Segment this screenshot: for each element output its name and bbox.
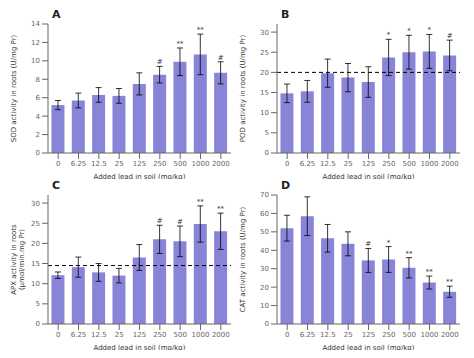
svg-text:6.25: 6.25 — [71, 160, 87, 168]
svg-text:12: 12 — [31, 39, 40, 47]
svg-text:30: 30 — [260, 265, 269, 273]
svg-text:APX activity in roots(μmol/min: APX activity in roots(μmol/min.mg Pr) — [10, 224, 26, 295]
svg-text:12.5: 12.5 — [91, 331, 107, 339]
svg-text:0: 0 — [265, 149, 269, 157]
svg-text:SOD activity in roots (U/mg Pr: SOD activity in roots (U/mg Pr) — [10, 34, 18, 142]
svg-text:Added lead in soil (mg/kg): Added lead in soil (mg/kg) — [94, 344, 186, 350]
svg-text:250: 250 — [153, 160, 166, 168]
svg-text:**: ** — [446, 278, 454, 286]
svg-text:25: 25 — [115, 331, 124, 339]
svg-text:POD activity in roots (U/mg Pr: POD activity in roots (U/mg Pr) — [239, 35, 247, 143]
svg-text:2: 2 — [36, 131, 40, 139]
svg-text:0: 0 — [36, 149, 40, 157]
svg-text:30: 30 — [260, 29, 269, 37]
svg-text:125: 125 — [133, 331, 146, 339]
svg-text:15: 15 — [260, 89, 269, 97]
svg-text:12.5: 12.5 — [320, 160, 336, 168]
svg-text:8: 8 — [36, 76, 40, 84]
svg-text:70: 70 — [260, 191, 269, 199]
svg-text:50: 50 — [260, 228, 269, 236]
svg-text:10: 10 — [31, 280, 40, 288]
svg-text:**: ** — [176, 40, 184, 48]
svg-text:20: 20 — [260, 284, 269, 292]
svg-text:#: # — [365, 240, 371, 248]
svg-text:#: # — [447, 32, 453, 40]
svg-text:0: 0 — [56, 160, 60, 168]
svg-text:2000: 2000 — [441, 160, 459, 168]
svg-text:25: 25 — [344, 160, 353, 168]
svg-text:0: 0 — [285, 331, 289, 339]
svg-text:250: 250 — [382, 160, 395, 168]
svg-text:*: * — [428, 26, 432, 34]
html-text:A: A — [52, 8, 61, 21]
svg-text:12.5: 12.5 — [91, 160, 107, 168]
svg-text:500: 500 — [173, 331, 186, 339]
svg-text:**: ** — [217, 205, 225, 213]
svg-text:0: 0 — [36, 320, 40, 328]
svg-text:125: 125 — [362, 160, 375, 168]
svg-text:500: 500 — [402, 331, 415, 339]
html-text:B: B — [281, 8, 290, 21]
svg-text:1000: 1000 — [192, 160, 210, 168]
html-text:C: C — [52, 179, 61, 192]
svg-text:0: 0 — [285, 160, 289, 168]
svg-text:Added lead in soil (mg/kg): Added lead in soil (mg/kg) — [323, 344, 415, 350]
svg-text:CAT activity in roots (U/mg Pr: CAT activity in roots (U/mg Pr) — [239, 206, 247, 312]
svg-text:14: 14 — [31, 20, 40, 28]
svg-text:1000: 1000 — [421, 331, 439, 339]
svg-text:1000: 1000 — [192, 331, 210, 339]
svg-text:#: # — [177, 218, 183, 226]
svg-text:4: 4 — [36, 113, 41, 121]
svg-text:25: 25 — [344, 331, 353, 339]
svg-text:15: 15 — [31, 260, 40, 268]
svg-text:#: # — [218, 54, 224, 62]
svg-text:250: 250 — [153, 331, 166, 339]
svg-text:25: 25 — [31, 220, 40, 228]
svg-text:12.5: 12.5 — [320, 331, 336, 339]
svg-text:10: 10 — [260, 109, 269, 117]
svg-text:500: 500 — [173, 160, 186, 168]
svg-text:2000: 2000 — [212, 160, 230, 168]
html-text:D: D — [281, 179, 291, 192]
svg-text:6.25: 6.25 — [300, 331, 316, 339]
svg-text:25: 25 — [115, 160, 124, 168]
svg-text:500: 500 — [402, 160, 415, 168]
svg-text:0: 0 — [56, 331, 60, 339]
svg-text:#: # — [157, 58, 163, 66]
svg-text:**: ** — [426, 268, 434, 276]
svg-text:**: ** — [197, 26, 205, 34]
svg-text:6.25: 6.25 — [300, 160, 316, 168]
svg-text:20: 20 — [260, 69, 269, 77]
svg-text:*: * — [387, 239, 391, 247]
svg-text:25: 25 — [260, 49, 269, 57]
svg-text:6: 6 — [36, 94, 41, 102]
svg-text:1000: 1000 — [421, 160, 439, 168]
svg-text:125: 125 — [133, 160, 146, 168]
svg-text:20: 20 — [31, 240, 40, 248]
svg-text:10: 10 — [31, 57, 40, 65]
svg-text:**: ** — [405, 250, 413, 258]
svg-text:#: # — [157, 217, 163, 225]
svg-text:0: 0 — [265, 320, 269, 328]
svg-text:Added lead in soil (mg/kg): Added lead in soil (mg/kg) — [94, 173, 186, 179]
svg-text:5: 5 — [265, 129, 269, 137]
svg-text:60: 60 — [260, 210, 269, 218]
svg-text:125: 125 — [362, 331, 375, 339]
svg-text:2000: 2000 — [441, 331, 459, 339]
svg-text:**: ** — [197, 198, 205, 206]
svg-text:Added lead in soil (mg/kg): Added lead in soil (mg/kg) — [323, 173, 415, 179]
svg-text:6.25: 6.25 — [71, 331, 87, 339]
svg-text:10: 10 — [260, 302, 269, 310]
svg-text:30: 30 — [31, 200, 40, 208]
svg-text:5: 5 — [36, 300, 40, 308]
svg-text:2000: 2000 — [212, 331, 230, 339]
svg-text:40: 40 — [260, 247, 269, 255]
svg-text:250: 250 — [382, 331, 395, 339]
svg-text:*: * — [387, 31, 391, 39]
svg-text:*: * — [407, 27, 411, 35]
